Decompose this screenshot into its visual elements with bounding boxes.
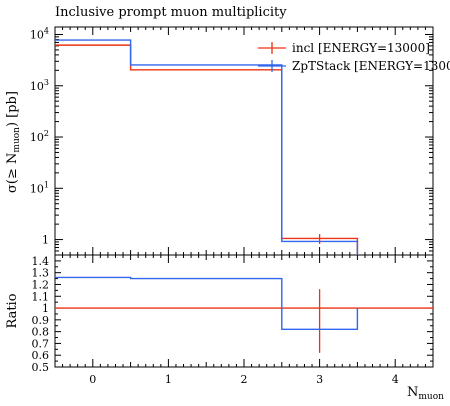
ratio-y-ticks: 0.50.60.70.80.911.11.21.31.4 [32,255,433,374]
x-tick-label: 4 [392,373,399,386]
legend: incl [ENERGY=13000] ZpTStack [ENERGY=130… [258,41,450,73]
legend-label-zptstack: ZpTStack [ENERGY=1300 [292,59,450,73]
ratio-y-tick-label: 0.5 [32,361,50,374]
ratio-y-tick-label: 0.8 [32,326,50,339]
x-tick-label: 3 [316,373,323,386]
main-y-ticks: 1 101 102 103 104 [30,26,433,256]
ratio-y-tick-label: 0.6 [32,349,50,362]
main-y-tick-label: 101 [30,180,49,195]
main-series-line-0 [55,44,359,255]
x-tick-label: 1 [165,373,172,386]
x-axis-title: Nmuon [407,385,444,402]
ratio-y-tick-label: 1.2 [32,278,50,291]
ratio-y-tick-label: 1.1 [32,290,50,303]
main-y-tick-label: 103 [30,78,49,93]
main-series-group [55,39,359,255]
x-tick-label: 2 [241,373,248,386]
main-y-axis-title: σ(≥ Nmuon) [pb] [5,91,22,193]
ratio-series-group [55,276,433,353]
ratio-plot-frame [54,254,434,368]
legend-label-incl: incl [ENERGY=13000] [292,41,430,55]
main-series-line-1 [55,39,359,255]
x-tick-label: 0 [89,373,96,386]
ratio-y-tick-label: 1 [42,302,49,315]
ratio-y-tick-label: 1.4 [32,255,50,268]
ratio-y-tick-label: 0.7 [32,337,50,350]
chart-title: Inclusive prompt muon multiplicity [55,5,287,20]
main-y-tick-label: 102 [30,129,49,144]
main-y-tick-label: 104 [30,26,49,41]
x-ticks: 0 1 2 3 4 [62,27,434,386]
main-y-tick-label: 1 [42,234,49,247]
ratio-series-line [55,276,359,330]
ratio-y-axis-title: Ratio [5,293,20,328]
ratio-y-tick-label: 0.9 [32,314,50,327]
ratio-y-tick-label: 1.3 [32,267,50,280]
